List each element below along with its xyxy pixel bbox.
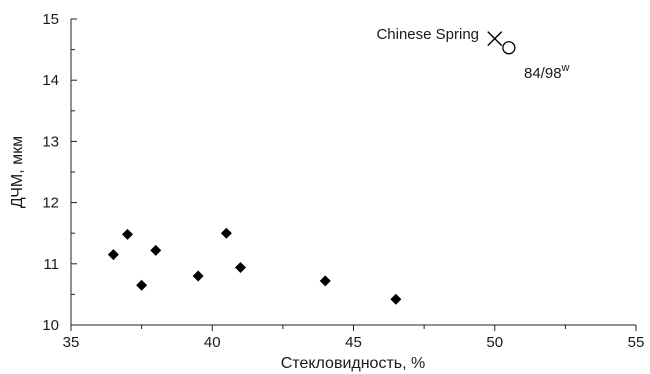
x-tick-label: 55 — [628, 334, 645, 351]
y-ticks: 10 11 12 13 14 15 — [42, 11, 77, 334]
data-point-cross — [487, 31, 503, 47]
line-84-98-name: 84/98 — [524, 65, 562, 82]
cross-stroke — [487, 31, 503, 47]
line-84-98-label: 84/98w — [524, 62, 570, 82]
data-point-circle — [502, 41, 516, 55]
x-ticks: 35 40 45 50 55 — [63, 325, 645, 351]
data-point-diamond — [319, 275, 331, 287]
data-point-diamond — [107, 249, 119, 261]
y-tick-label: 10 — [42, 317, 59, 334]
y-axis-title: ДЧМ, мкм — [9, 136, 26, 208]
y-tick-label: 11 — [43, 256, 59, 273]
data-point-diamond — [220, 227, 232, 239]
x-tick-label: 35 — [63, 334, 80, 351]
annotations: Chinese Spring 84/98w — [376, 26, 569, 82]
data-points — [107, 31, 516, 305]
x-axis-title: Стекловидность, % — [281, 355, 425, 372]
data-point-diamond — [136, 279, 148, 291]
x-tick-label: 40 — [204, 334, 221, 351]
data-point-diamond — [390, 293, 402, 305]
data-point-diamond — [235, 261, 246, 273]
data-point-diamond — [192, 270, 204, 282]
chinese-spring-label: Chinese Spring — [376, 26, 479, 43]
y-tick-label: 12 — [42, 195, 59, 212]
x-tick-label: 50 — [486, 334, 503, 351]
data-point-diamond — [122, 228, 133, 240]
line-84-98-superscript: w — [561, 62, 570, 74]
data-point-diamond — [150, 244, 162, 256]
y-tick-label: 14 — [42, 72, 59, 89]
y-tick-label: 13 — [42, 133, 59, 150]
y-tick-label: 15 — [42, 11, 59, 28]
x-tick-label: 45 — [345, 334, 362, 351]
